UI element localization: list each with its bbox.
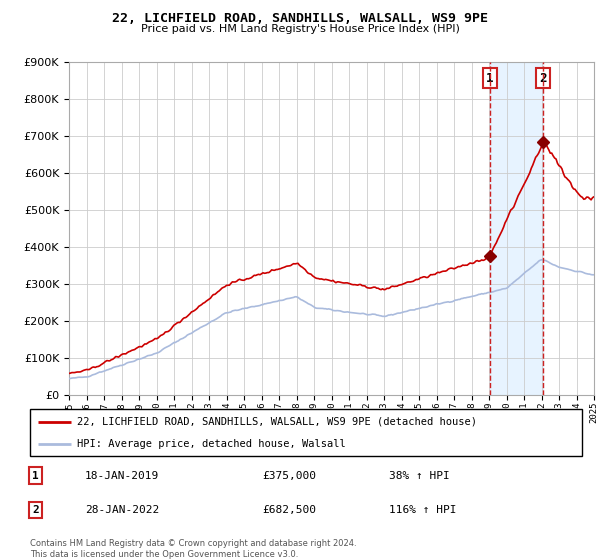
Text: 18-JAN-2019: 18-JAN-2019 [85,470,160,480]
Text: 38% ↑ HPI: 38% ↑ HPI [389,470,449,480]
Text: 116% ↑ HPI: 116% ↑ HPI [389,505,457,515]
Text: 22, LICHFIELD ROAD, SANDHILLS, WALSALL, WS9 9PE: 22, LICHFIELD ROAD, SANDHILLS, WALSALL, … [112,12,488,25]
Text: HPI: Average price, detached house, Walsall: HPI: Average price, detached house, Wals… [77,438,346,449]
FancyBboxPatch shape [30,409,582,456]
Text: £375,000: £375,000 [262,470,316,480]
Text: Contains HM Land Registry data © Crown copyright and database right 2024.
This d: Contains HM Land Registry data © Crown c… [30,539,356,559]
Text: 22, LICHFIELD ROAD, SANDHILLS, WALSALL, WS9 9PE (detached house): 22, LICHFIELD ROAD, SANDHILLS, WALSALL, … [77,417,477,427]
Text: Price paid vs. HM Land Registry's House Price Index (HPI): Price paid vs. HM Land Registry's House … [140,24,460,34]
Text: 2: 2 [539,72,547,85]
Text: £682,500: £682,500 [262,505,316,515]
Text: 1: 1 [486,72,493,85]
Bar [490,62,543,395]
Text: 28-JAN-2022: 28-JAN-2022 [85,505,160,515]
Text: 1: 1 [32,470,39,480]
Text: 2: 2 [32,505,39,515]
